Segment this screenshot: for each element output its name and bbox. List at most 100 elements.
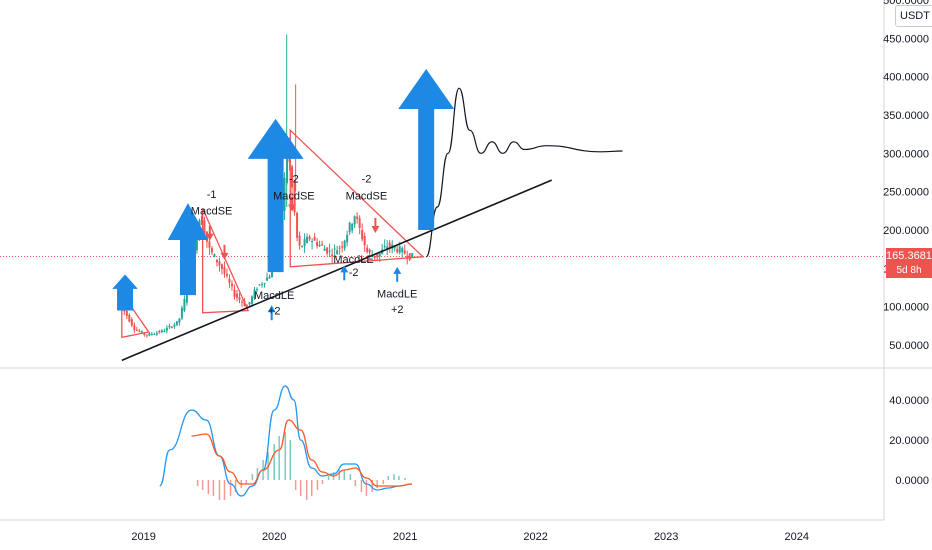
triangle-pattern[interactable] [201,208,250,314]
time-tick-label: 2020 [262,531,286,543]
signal-annotation: MacdSE [346,190,388,202]
signal-annotation: MacdSE [191,206,233,218]
projection-arrow[interactable] [167,203,209,296]
candle-body [301,246,304,248]
price-tick-label: 100.0000 [883,302,929,314]
candle-body [248,302,251,305]
candle-body [291,166,294,188]
candle-body [266,277,269,281]
candle-body [185,293,188,303]
candle-body [338,247,341,249]
quote-currency-badge[interactable]: USDT [895,5,932,27]
time-tick-label: 2024 [784,531,808,543]
price-tick-label: 250.0000 [883,187,929,199]
short-signal-arrowhead [371,226,380,233]
candle-body [153,333,156,335]
signal-annotation: MacdLE [377,288,417,300]
candle-body [373,255,376,258]
candle-body [328,250,331,252]
candle-body [323,248,326,251]
short-signal-arrowhead [205,233,214,241]
candle-body [393,246,396,249]
candle-body [398,246,401,253]
signal-annotation: MacdSE [273,190,315,202]
candle-body [368,249,371,253]
candle-body [403,250,406,254]
short-signal-arrowhead [288,204,297,212]
projection-path[interactable] [425,87,623,258]
macd-tick-label: 0.0000 [895,475,929,487]
main-pane[interactable]: -1MacdSE-2MacdSE-2MacdSEMacdLE+2MacdLE-2… [0,34,884,362]
candle-body [125,310,128,317]
candle-body [178,318,181,323]
time-axis[interactable]: 2019 2020 2021 2022 2023 2024 [131,531,809,543]
price-tick-label: 500.0000 [883,0,929,7]
time-tick-label: 2019 [131,531,155,543]
candle-body [235,293,238,298]
projection-arrow[interactable] [112,274,138,311]
candle-body [261,284,264,286]
macd-pane[interactable] [159,385,412,500]
macd-histogram [196,432,406,500]
candle-body [296,212,299,238]
time-tick-label: 2022 [523,531,547,543]
candle-body [173,324,176,327]
time-tick-label: 2021 [393,531,417,543]
signal-line[interactable] [191,419,412,487]
candle-body [258,284,261,286]
candle-body [316,241,319,247]
signal-annotation: -2 [289,173,299,185]
candle-body [378,253,381,257]
candle-body [155,332,158,335]
candle-body [158,331,161,333]
candle-body [256,288,259,291]
candle-body [396,248,399,253]
candle-body [363,236,366,246]
candle-body [343,240,346,249]
candle-body [251,296,254,304]
candle-body [406,255,409,259]
macd-line[interactable] [159,385,412,497]
candle-body [341,246,344,248]
bar-countdown-tag: 5d 8h [886,264,932,278]
price-axis[interactable]: 50.0000100.0000150.0000200.0000250.00003… [883,0,929,487]
candle-body [408,253,411,260]
candle-body [165,327,168,331]
candle-body [223,267,226,274]
candle-body [348,222,351,233]
candle-body [318,244,321,246]
candle-body [376,254,379,258]
price-tick-label: 450.0000 [883,33,929,45]
candle-body [135,329,138,331]
candle-body [401,247,404,253]
projection-arrow[interactable] [247,118,304,273]
candle-body [148,333,151,336]
candle-body [293,183,296,213]
macd-tick-label: 20.0000 [889,435,929,447]
candle-body [326,247,329,254]
candle-body [353,216,356,225]
triangle-pattern[interactable] [121,290,150,339]
candle-body [215,259,218,263]
support-trendline[interactable] [121,179,553,362]
candle-body [388,242,391,247]
projection-arrow[interactable] [398,69,455,230]
candle-body [138,330,141,332]
candle-body [321,244,324,246]
candle-body [351,223,354,231]
candle-body [336,250,339,255]
long-signal-arrowhead [393,266,402,274]
candle-body [220,264,223,269]
candle-body [213,254,216,257]
candle-body [228,278,231,283]
last-price-tag: 165.3681 [886,248,932,264]
candle-body [203,220,206,236]
signal-annotation: +2 [391,304,404,316]
signal-annotation: -2 [349,267,359,279]
candle-body [163,330,166,333]
candle-body [205,231,208,242]
candle-body [361,229,364,240]
price-tick-label: 350.0000 [883,110,929,122]
